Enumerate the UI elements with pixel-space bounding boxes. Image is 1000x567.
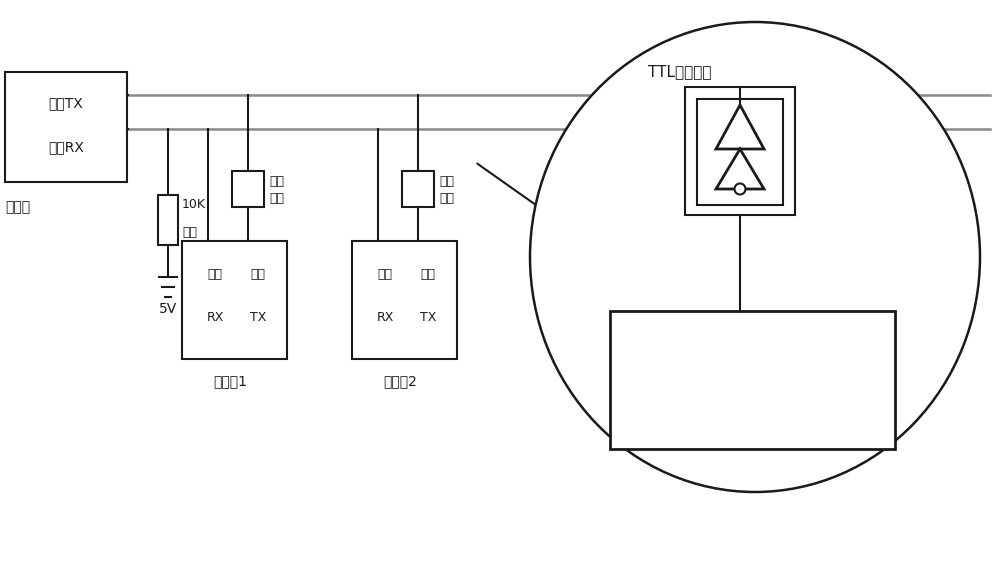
Text: 子模块2: 子模块2 [383,374,417,388]
Text: 缓冲: 缓冲 [269,175,284,188]
Text: RX: RX [206,311,224,324]
Text: RX: RX [376,311,394,324]
Text: TX: TX [741,399,764,417]
Text: TX: TX [420,311,436,324]
Text: 接收RX: 接收RX [48,140,84,154]
Text: 发送: 发送 [420,268,436,281]
Text: 发送: 发送 [250,268,266,281]
Bar [158,195,178,245]
Bar [685,87,795,215]
Bar [5,72,127,182]
Text: 电阻: 电阻 [182,226,197,239]
Text: 10K: 10K [182,198,206,211]
Text: 接收: 接收 [208,268,222,281]
Text: 发送: 发送 [742,350,763,369]
Text: 缓冲: 缓冲 [439,175,454,188]
Polygon shape [716,149,764,189]
Text: 接收: 接收 [378,268,392,281]
Circle shape [734,184,746,194]
Bar [232,171,264,207]
Bar [182,241,287,359]
Text: 发送TX: 发送TX [49,96,83,110]
Bar [352,241,457,359]
Text: 子模块: 子模块 [740,464,765,478]
Text: 子模块1: 子模块1 [213,374,247,388]
Text: 电路: 电路 [439,192,454,205]
Text: TX: TX [250,311,266,324]
Ellipse shape [530,22,980,492]
Bar [610,311,895,449]
Text: 电路: 电路 [269,192,284,205]
Bar [402,171,434,207]
Text: TTL串口总线: TTL串口总线 [648,65,712,79]
Bar [697,99,783,205]
Text: 5V: 5V [159,302,177,316]
Text: 主模块: 主模块 [5,200,30,214]
Polygon shape [716,105,764,149]
